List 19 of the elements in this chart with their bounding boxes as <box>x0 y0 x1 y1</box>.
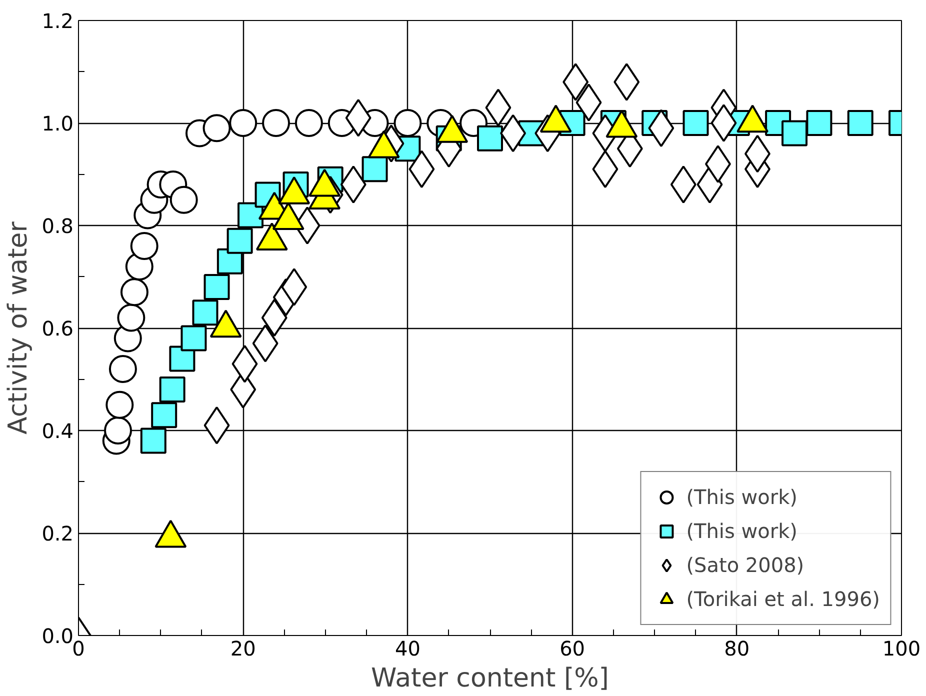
x-tick-label: 100 <box>882 636 921 660</box>
y-tick-label: 1.0 <box>42 112 74 136</box>
y-tick-label: 0.0 <box>42 624 74 648</box>
x-tick-label: 20 <box>230 636 256 660</box>
y-tick-label: 0.6 <box>42 316 74 340</box>
x-axis-title: Water content [%] <box>371 664 609 694</box>
y-tick-label: 0.4 <box>42 419 74 443</box>
x-tick-label: 80 <box>724 636 750 660</box>
legend-label: (Sato 2008) <box>686 553 804 577</box>
legend-label: (Torikai et al. 1996) <box>686 587 880 611</box>
y-axis-title: Activity of water <box>4 221 34 434</box>
y-tick-label: 0.8 <box>42 214 74 238</box>
x-tick-label: 40 <box>394 636 420 660</box>
legend-label: (This work) <box>686 485 798 509</box>
legend-label: (This work) <box>686 519 798 543</box>
y-tick-label: 1.2 <box>42 9 74 33</box>
y-tick-label: 0.2 <box>42 522 74 546</box>
x-tick-label: 0 <box>72 636 85 660</box>
x-tick-label: 60 <box>560 636 586 660</box>
